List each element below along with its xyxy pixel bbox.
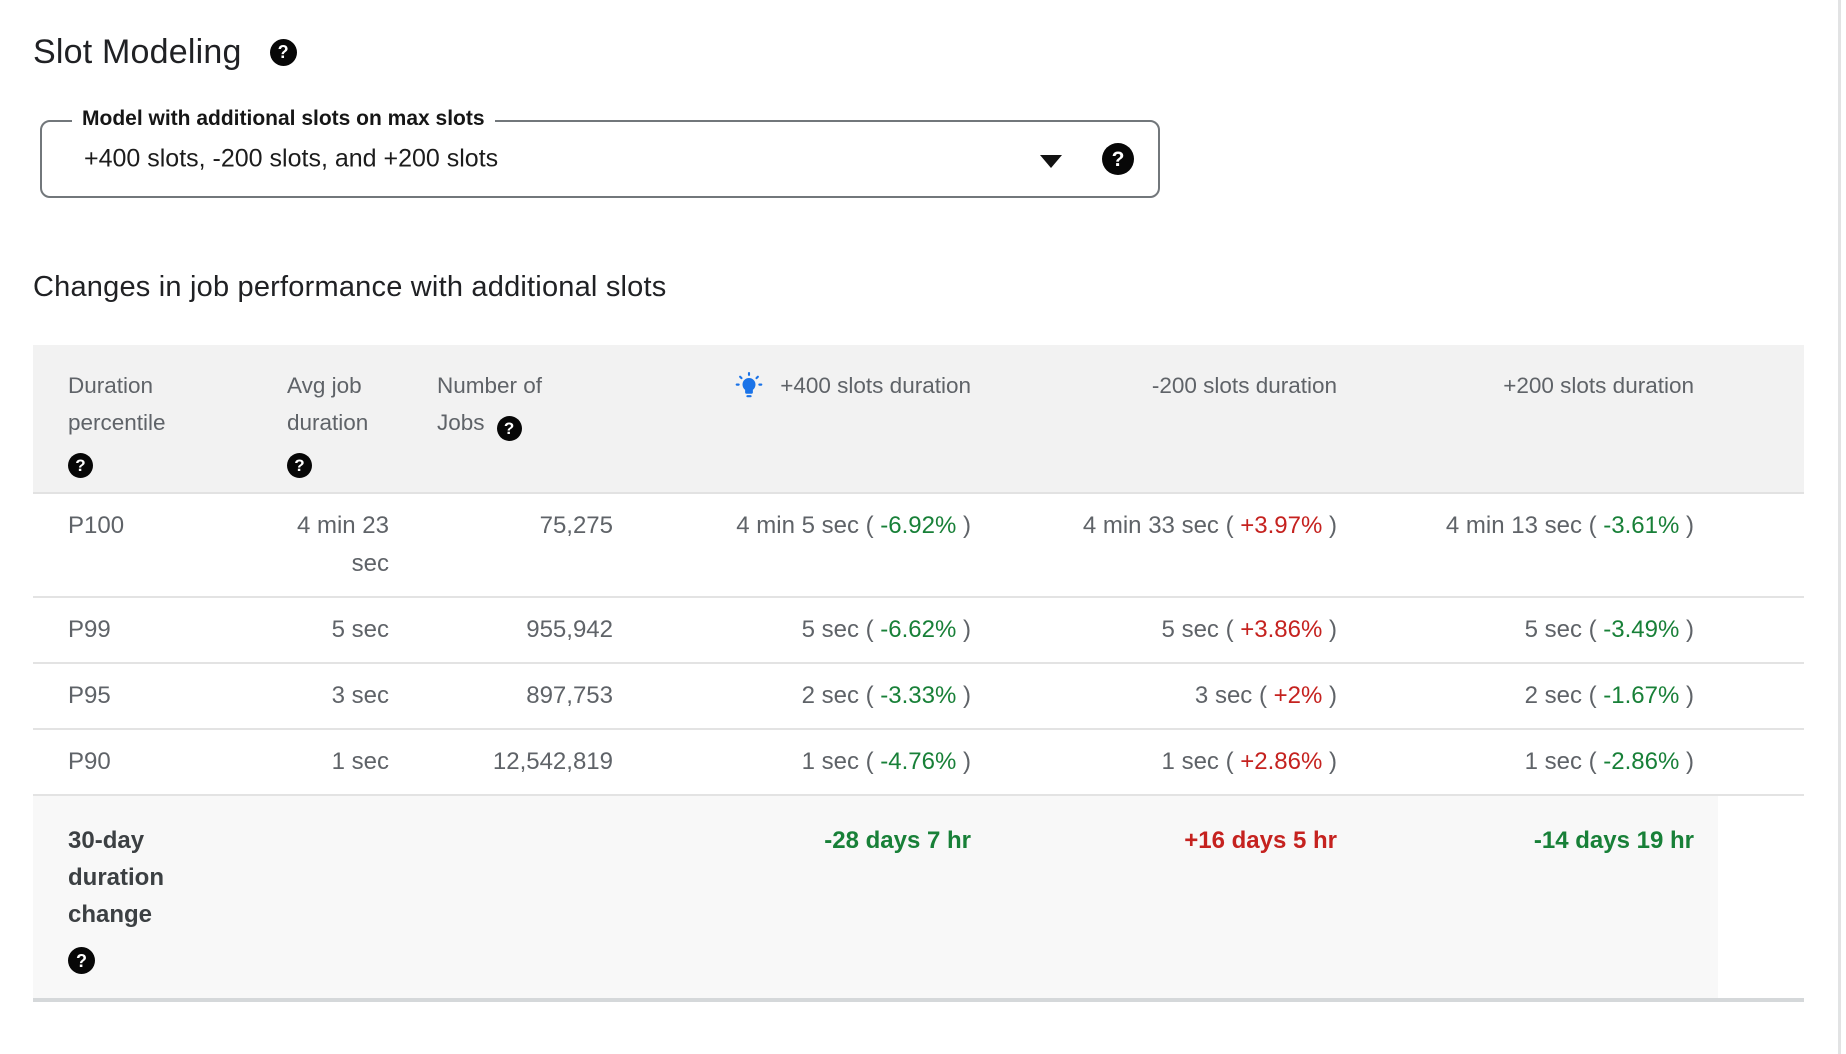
slot-modeling-page: Slot Modeling ? Model with additional sl… xyxy=(33,0,1846,1002)
cell-minus200-duration: 3 sec ( +2% ) xyxy=(995,662,1361,729)
row-spacer xyxy=(1718,493,1804,597)
header-row: Duration percentile ? Avg job duration ?… xyxy=(33,345,1804,494)
cell-avg-duration: 3 sec xyxy=(263,662,413,729)
cell-plus400-duration: 5 sec ( -6.62% ) xyxy=(637,596,995,663)
table-row-p95: P95 3 sec 897,753 2 sec ( -3.33% ) 3 sec… xyxy=(33,662,1804,729)
footer-label-cell: 30-day duration change ? xyxy=(33,794,263,1002)
footer-plus200-change: -14 days 19 hr xyxy=(1361,794,1718,1002)
row-spacer xyxy=(1718,662,1804,729)
help-icon[interactable]: ? xyxy=(68,947,95,974)
cell-avg-duration: 5 sec xyxy=(263,596,413,663)
col-header-plus-200-slots: +200 slots duration xyxy=(1361,345,1718,494)
lightbulb-icon[interactable] xyxy=(734,371,764,401)
footer-spacer xyxy=(1718,794,1804,1002)
vertical-scrollbar[interactable] xyxy=(1838,0,1841,1054)
help-icon[interactable]: ? xyxy=(269,38,297,66)
cell-avg-duration: 4 min 23 sec xyxy=(263,493,413,597)
cell-plus200-duration: 2 sec ( -1.67% ) xyxy=(1361,662,1718,729)
footer-empty-cell xyxy=(263,794,413,1002)
cell-number-of-jobs: 897,753 xyxy=(413,662,637,729)
pct-change: +3.97% xyxy=(1240,512,1323,539)
cell-percentile: P90 xyxy=(33,728,263,795)
performance-table: Duration percentile ? Avg job duration ?… xyxy=(33,345,1804,1002)
pct-change: +2% xyxy=(1273,682,1323,709)
pct-change: -3.61% xyxy=(1603,512,1680,539)
cell-percentile: P100 xyxy=(33,493,263,597)
pct-change: -3.49% xyxy=(1603,616,1680,643)
cell-number-of-jobs: 12,542,819 xyxy=(413,728,637,795)
cell-number-of-jobs: 75,275 xyxy=(413,493,637,597)
header-spacer xyxy=(1718,345,1804,494)
title-row: Slot Modeling ? xyxy=(33,0,1846,76)
footer-empty-cell xyxy=(413,794,637,1002)
cell-plus200-duration: 4 min 13 sec ( -3.61% ) xyxy=(1361,493,1718,597)
col-header-minus-200-slots: -200 slots duration xyxy=(995,345,1361,494)
cell-minus200-duration: 5 sec ( +3.86% ) xyxy=(995,596,1361,663)
section-heading: Changes in job performance with addition… xyxy=(33,271,667,303)
model-slots-select[interactable]: Model with additional slots on max slots… xyxy=(40,107,1160,198)
footer-minus200-change: +16 days 5 hr xyxy=(995,794,1361,1002)
cell-plus400-duration: 1 sec ( -4.76% ) xyxy=(637,728,995,795)
select-label: Model with additional slots on max slots xyxy=(72,107,495,131)
help-icon[interactable]: ? xyxy=(1102,143,1134,175)
cell-avg-duration: 1 sec xyxy=(263,728,413,795)
table-row-p100: P100 4 min 23 sec 75,275 4 min 5 sec ( -… xyxy=(33,493,1804,597)
pct-change: +2.86% xyxy=(1240,748,1323,775)
pct-change: -1.67% xyxy=(1603,682,1680,709)
col-header-plus-400-slots: +400 slots duration xyxy=(637,345,995,494)
col-header-avg-job-duration: Avg job duration ? xyxy=(263,345,413,494)
footer-plus400-change: -28 days 7 hr xyxy=(637,794,995,1002)
col-header-duration-percentile: Duration percentile ? xyxy=(33,345,263,494)
table-row-p99: P99 5 sec 955,942 5 sec ( -6.62% ) 5 sec… xyxy=(33,596,1804,663)
footer-row-30-day-duration-change: 30-day duration change ? -28 days 7 hr +… xyxy=(33,794,1804,1002)
footer-label: 30-day duration change xyxy=(68,827,164,928)
cell-minus200-duration: 1 sec ( +2.86% ) xyxy=(995,728,1361,795)
cell-percentile: P99 xyxy=(33,596,263,663)
cell-minus200-duration: 4 min 33 sec ( +3.97% ) xyxy=(995,493,1361,597)
page-title: Slot Modeling xyxy=(33,32,242,71)
pct-change: -3.33% xyxy=(880,682,957,709)
pct-change: -2.86% xyxy=(1603,748,1680,775)
help-icon[interactable]: ? xyxy=(68,453,93,478)
pct-change: -6.62% xyxy=(880,616,957,643)
pct-change: -4.76% xyxy=(880,748,957,775)
cell-number-of-jobs: 955,942 xyxy=(413,596,637,663)
col-header-number-of-jobs: Number of Jobs? xyxy=(413,345,637,494)
select-value: +400 slots, -200 slots, and +200 slots xyxy=(84,144,499,173)
cell-plus200-duration: 1 sec ( -2.86% ) xyxy=(1361,728,1718,795)
help-icon[interactable]: ? xyxy=(496,416,522,441)
pct-change: -6.92% xyxy=(880,512,957,539)
help-icon[interactable]: ? xyxy=(287,453,312,478)
cell-plus400-duration: 4 min 5 sec ( -6.92% ) xyxy=(637,493,995,597)
cell-percentile: P95 xyxy=(33,662,263,729)
pct-change: +3.86% xyxy=(1240,616,1323,643)
row-spacer xyxy=(1718,728,1804,795)
chevron-down-icon[interactable] xyxy=(1040,155,1062,168)
cell-plus400-duration: 2 sec ( -3.33% ) xyxy=(637,662,995,729)
cell-plus200-duration: 5 sec ( -3.49% ) xyxy=(1361,596,1718,663)
row-spacer xyxy=(1718,596,1804,663)
table-row-p90: P90 1 sec 12,542,819 1 sec ( -4.76% ) 1 … xyxy=(33,728,1804,795)
